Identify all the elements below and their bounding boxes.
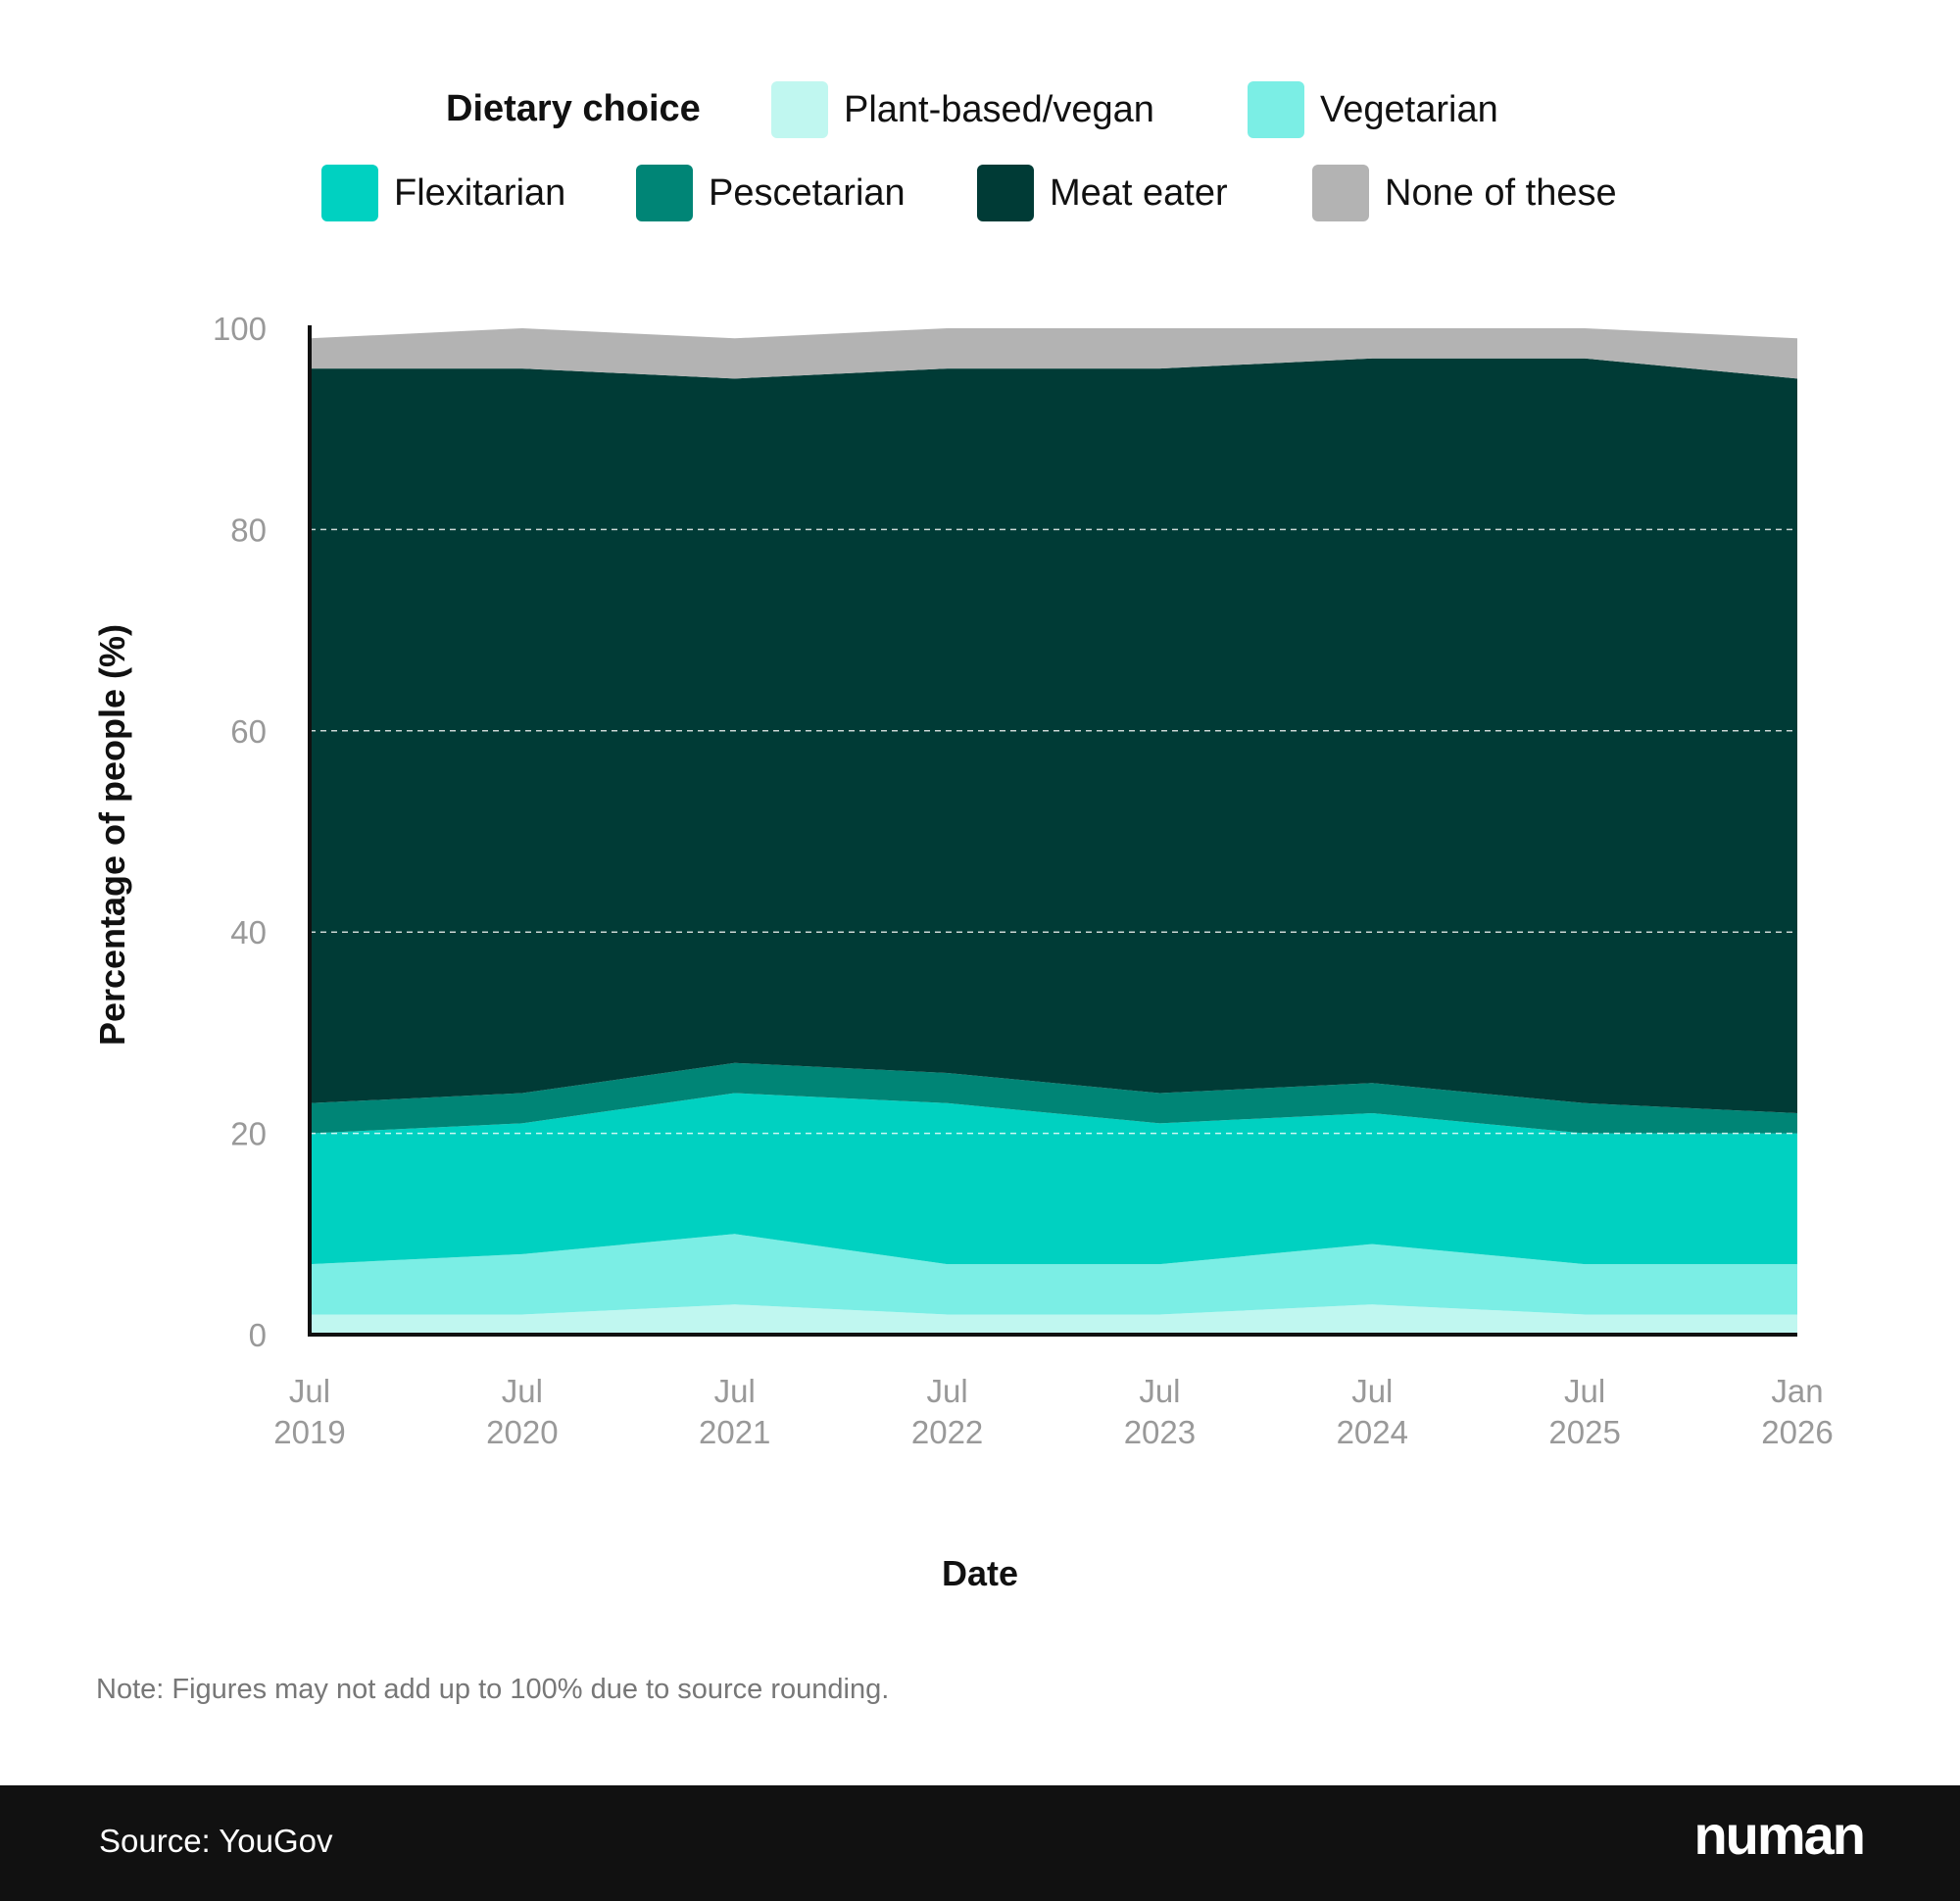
area-none-of-these [310,328,1797,379]
legend-item-flexitarian: Flexitarian [321,165,565,221]
legend-title: Dietary choice [446,88,701,129]
y-axis-title: Percentage of people (%) [92,624,132,1046]
x-tick-label: 2026 [1761,1414,1833,1450]
legend-label: Plant-based/vegan [844,88,1154,130]
x-tick-label: 2025 [1548,1414,1620,1450]
area-vegetarian [310,1234,1797,1315]
brand-logo: numan [1693,1804,1866,1866]
y-tick-label: 20 [230,1116,267,1152]
chart-note: Note: Figures may not add up to 100% due… [96,1674,890,1705]
x-tick-label: 2023 [1124,1414,1196,1450]
legend-swatch [771,81,828,138]
area-plant-based-vegan [310,1304,1797,1335]
legend-swatch [321,165,378,221]
footer: Source: YouGov numan [0,1785,1960,1901]
legend-swatch [1248,81,1304,138]
x-tick-label: 2020 [486,1414,558,1450]
legend-label: Flexitarian [394,171,566,214]
x-tick-label: 2019 [273,1414,345,1450]
legend-label: None of these [1385,171,1617,214]
x-tick-label: Jul [926,1373,967,1409]
x-tick-label: Jul [1564,1373,1605,1409]
legend-item-pescetarian: Pescetarian [636,165,906,221]
legend-item-meat-eater: Meat eater [977,165,1228,221]
x-tick-label: 2021 [699,1414,770,1450]
x-tick-label: Jul [289,1373,330,1409]
legend-swatch [636,165,693,221]
legend-label: Meat eater [1050,171,1228,214]
y-tick-label: 40 [230,914,267,950]
x-tick-label: 2024 [1337,1414,1408,1450]
area-meat-eater [310,358,1797,1114]
source-text: Source: YouGov [99,1823,333,1859]
y-tick-label: 60 [230,713,267,750]
legend-label: Pescetarian [709,171,906,214]
x-tick-label: 2022 [911,1414,983,1450]
legend-item-none: None of these [1312,165,1617,221]
legend-label: Vegetarian [1320,88,1498,130]
legend-swatch [977,165,1034,221]
x-tick-label: Jul [502,1373,543,1409]
y-tick-label: 100 [213,311,267,347]
y-tick-label: 0 [249,1317,267,1353]
x-tick-label: Jan [1771,1373,1823,1409]
x-tick-label: Jul [1139,1373,1180,1409]
area-flexitarian [310,1093,1797,1265]
x-tick-label: Jul [714,1373,756,1409]
legend-swatch [1312,165,1369,221]
x-tick-label: Jul [1351,1373,1393,1409]
area-pescetarian [310,1062,1797,1134]
stacked-area-chart: 0 20 40 60 80 100 Jul 2019 Jul 2020 Jul 2021 Jul 2022… [92,311,1834,1593]
legend-item-vegetarian: Vegetarian [1248,81,1498,138]
x-axis-title: Date [942,1553,1018,1593]
y-tick-label: 80 [230,512,267,548]
legend-item-plant-based: Plant-based/vegan [771,81,1154,138]
